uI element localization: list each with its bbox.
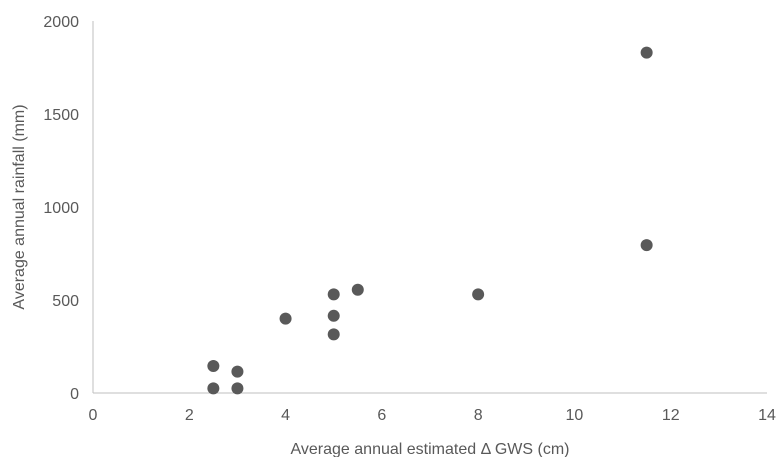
x-tick-label: 10	[566, 407, 584, 424]
y-axis-title: Average annual rainfall (mm)	[11, 104, 28, 309]
data-points	[207, 46, 653, 395]
data-point	[207, 382, 220, 395]
x-tick-label: 4	[281, 407, 290, 424]
x-tick-labels: 0 2 4 6 8 10 12 14	[89, 407, 776, 424]
y-tick-label: 1000	[43, 200, 79, 217]
x-tick-label: 12	[662, 407, 680, 424]
data-point	[472, 288, 485, 301]
y-tick-label: 500	[52, 293, 79, 310]
x-axis-title: Average annual estimated Δ GWS (cm)	[291, 441, 570, 457]
data-point	[640, 239, 653, 252]
y-tick-label: 0	[70, 386, 79, 403]
data-point	[207, 360, 220, 373]
data-point	[640, 46, 653, 59]
data-point	[231, 382, 244, 395]
axes	[92, 21, 767, 394]
x-tick-label: 0	[89, 407, 98, 424]
x-tick-label: 6	[377, 407, 386, 424]
data-point	[327, 288, 340, 301]
data-point	[279, 312, 292, 325]
data-point	[327, 309, 340, 322]
y-tick-label: 1500	[43, 107, 79, 124]
y-tick-label: 2000	[43, 14, 79, 31]
data-point	[231, 365, 244, 378]
data-point	[327, 328, 340, 341]
data-point	[351, 283, 364, 296]
x-tick-label: 8	[474, 407, 483, 424]
y-tick-labels: 0 500 1000 1500 2000	[43, 14, 79, 403]
x-tick-label: 14	[758, 407, 776, 424]
x-tick-label: 2	[185, 407, 194, 424]
